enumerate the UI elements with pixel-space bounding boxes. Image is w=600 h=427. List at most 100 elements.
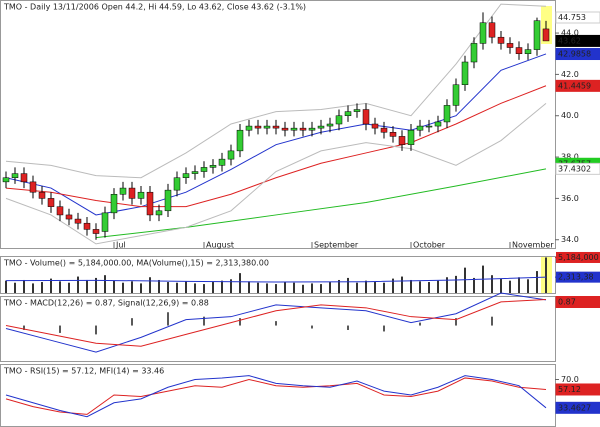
volume-bar (464, 267, 466, 293)
panel-title: TMO - Volume() = 5,184,000.00, MA(Volume… (3, 259, 269, 268)
candle-body (389, 132, 397, 137)
volume-bar (158, 279, 160, 293)
volume-bar (122, 282, 124, 293)
volume-bar (428, 282, 430, 293)
line (5, 377, 547, 415)
volume-bar (338, 279, 340, 293)
x-tick-label: September (314, 241, 359, 250)
histogram-bar (239, 318, 241, 326)
candle-body (191, 171, 199, 174)
value-label: 33.4627 (558, 403, 591, 412)
volume-bar (248, 281, 250, 293)
candle-body (533, 20, 541, 50)
histogram-bar (491, 316, 493, 326)
volume-bar (257, 282, 259, 293)
candle-body (155, 210, 163, 216)
volume-bar (167, 282, 169, 293)
y-tick-label: 34.0 (561, 235, 579, 244)
volume-bar (95, 277, 97, 293)
volume-bar (518, 277, 520, 293)
volume-bar (419, 281, 421, 293)
volume-bar (113, 280, 115, 293)
candle-body (38, 191, 46, 199)
histogram-bar (419, 322, 421, 326)
y-tick-label: 42.0 (561, 70, 579, 79)
volume-bar (437, 280, 439, 293)
volume-bar (302, 284, 304, 293)
candle-body (20, 173, 28, 183)
x-tick-label: Jul (115, 241, 126, 250)
candle-body (110, 194, 118, 214)
volume-bar (347, 277, 349, 293)
candle-body (146, 191, 154, 216)
panel-title: TMO - RSI(15) = 57.12, MFI(14) = 33.46 (3, 367, 164, 376)
value-label-box (555, 383, 600, 396)
candle-body (407, 129, 415, 145)
volume-bar (68, 282, 70, 293)
candle-body (362, 109, 370, 125)
line (5, 299, 547, 347)
volume-bar (140, 283, 142, 293)
volume-bar (77, 276, 79, 293)
volume-bar (356, 282, 358, 293)
candle-body (236, 129, 244, 152)
volume-bar (131, 281, 133, 293)
histogram-bar (203, 316, 205, 326)
volume-bar (374, 282, 376, 293)
candle-body (29, 181, 37, 193)
value-label-box (556, 251, 600, 263)
volume-bar (536, 271, 538, 293)
histogram-bar (347, 325, 349, 330)
volume-bar (509, 280, 511, 293)
histogram-bar (455, 318, 457, 326)
value-label-box (555, 296, 600, 308)
volume-bar (473, 277, 475, 293)
volume-bar (527, 279, 529, 293)
volume-bar (410, 279, 412, 293)
candle-body (119, 187, 127, 195)
volume-bar (239, 273, 241, 293)
price-label: 44.753 (558, 13, 586, 22)
volume-bar (86, 279, 88, 293)
histogram-bar (95, 325, 97, 335)
volume-bar (104, 275, 106, 293)
price-label-box (555, 48, 600, 61)
price-label-box (555, 162, 600, 175)
volume-bar (230, 279, 232, 293)
candle-body (173, 177, 181, 191)
volume-bar (284, 282, 286, 293)
candle-body (11, 173, 19, 178)
value-label: 57.12 (558, 385, 581, 394)
histogram-bar (275, 321, 277, 326)
candle-body (371, 123, 379, 129)
candle-body (299, 127, 307, 131)
volume-bar (32, 283, 34, 293)
candle-body (398, 136, 406, 145)
candle-body (290, 127, 298, 131)
candle-body (416, 125, 424, 131)
price-label: 37.4302 (558, 164, 591, 173)
line (5, 102, 547, 245)
candle-body (164, 189, 172, 212)
volume-bar (383, 282, 385, 293)
volume-bar (149, 277, 151, 293)
y-tick-label: 70.0 (561, 375, 579, 384)
candle-body (380, 127, 388, 133)
candle-body (272, 125, 280, 129)
volume-bar (50, 278, 52, 293)
candle-body (497, 36, 505, 44)
volume-bar (212, 282, 214, 293)
volume-bar (365, 280, 367, 293)
volume-bar (545, 257, 547, 293)
candle-body (182, 173, 190, 178)
candle-body (479, 22, 487, 44)
volume-bar (446, 277, 448, 293)
volume-bar (311, 283, 313, 293)
candle-body (218, 158, 226, 166)
volume-bar (59, 281, 61, 293)
candle-body (425, 125, 433, 128)
panel-title: TMO - MACD(12,26) = 0.87, Signal(12,26,9… (3, 299, 209, 308)
volume-bar (275, 284, 277, 293)
